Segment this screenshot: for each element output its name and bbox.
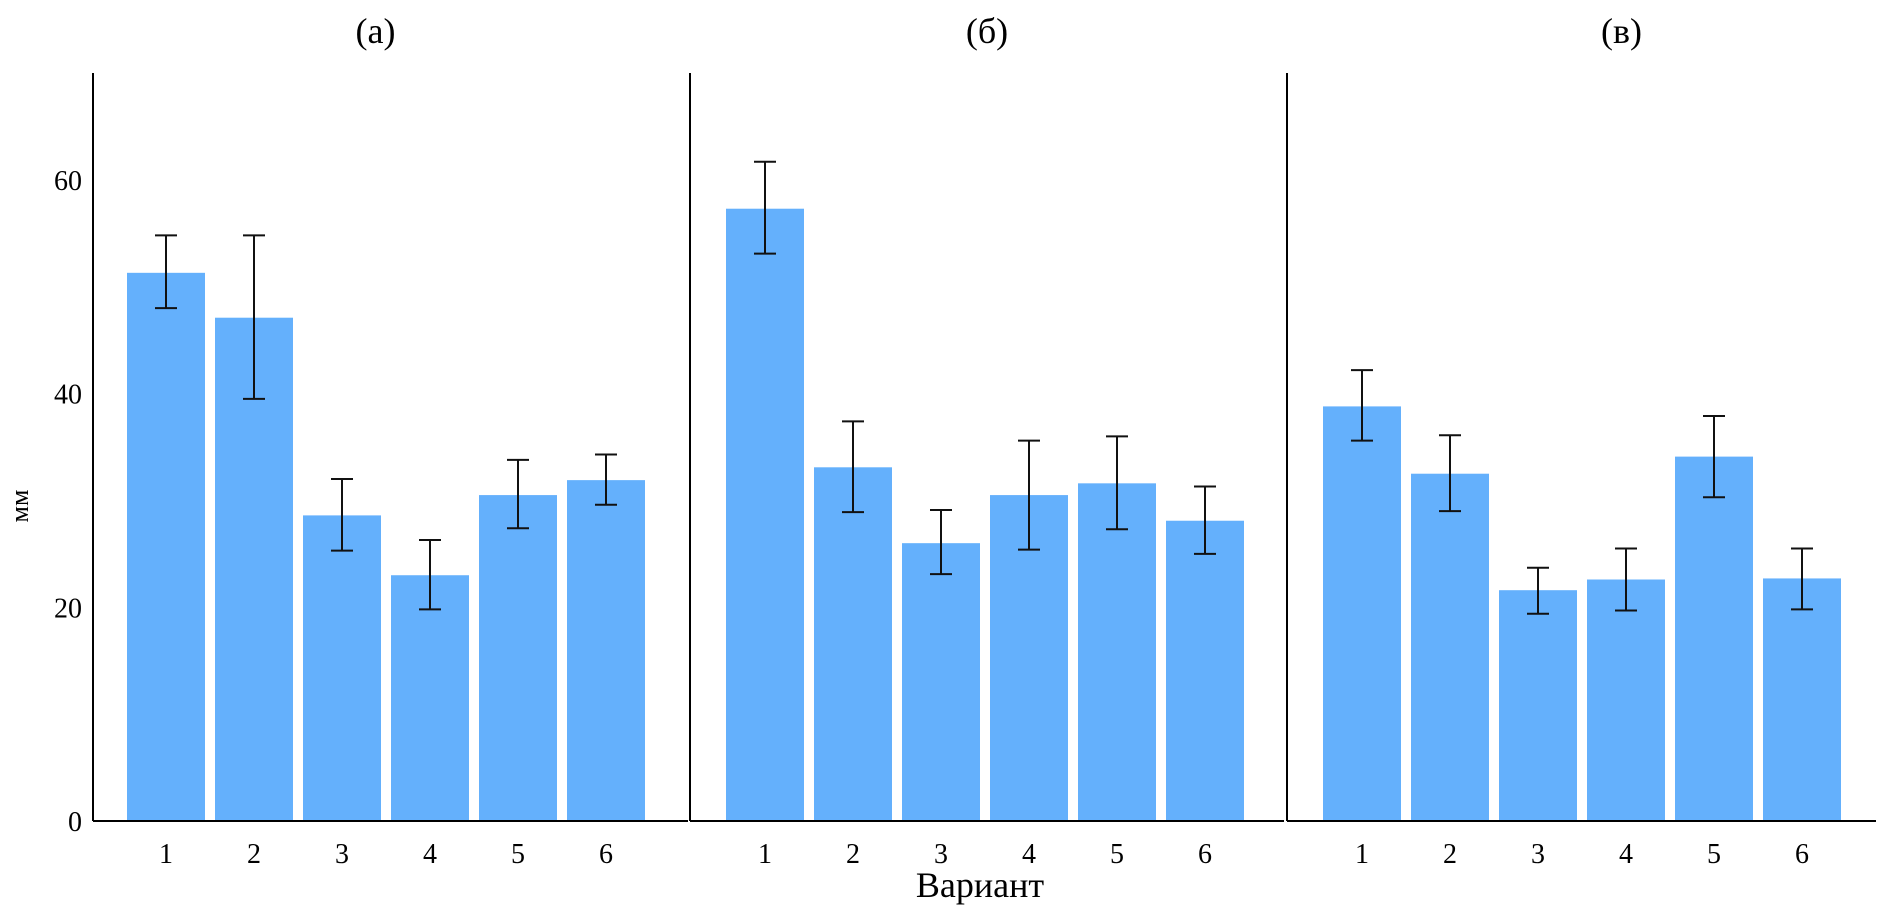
bar (1675, 456, 1753, 821)
x-axis-label: Вариант (916, 865, 1045, 905)
bar (479, 495, 557, 821)
x-tick-label: 5 (511, 839, 525, 870)
bar (1166, 520, 1244, 821)
bar (215, 317, 293, 821)
bar (567, 480, 645, 821)
bar (303, 515, 381, 821)
y-tick-label: 0 (68, 807, 82, 838)
x-tick-label: 4 (1619, 839, 1633, 870)
x-tick-label: 3 (934, 839, 948, 870)
x-tick-label: 3 (1531, 839, 1545, 870)
x-tick-label: 5 (1110, 839, 1124, 870)
x-tick-label: 6 (599, 839, 613, 870)
x-tick-label: 1 (1355, 839, 1369, 870)
x-tick-label: 2 (846, 839, 860, 870)
x-tick-label: 6 (1198, 839, 1212, 870)
bar (1499, 590, 1577, 821)
x-tick-label: 3 (335, 839, 349, 870)
y-tick-label: 40 (54, 380, 82, 411)
x-tick-label: 1 (758, 839, 772, 870)
y-tick-label: 20 (54, 593, 82, 624)
bar (1411, 473, 1489, 821)
panel-title: (а) (356, 11, 396, 51)
panel-title: (б) (966, 11, 1008, 51)
bar (1323, 406, 1401, 821)
panel-title: (в) (1601, 11, 1642, 51)
bar (1763, 578, 1841, 821)
x-tick-label: 2 (1443, 839, 1457, 870)
x-tick-label: 1 (159, 839, 173, 870)
bar (902, 543, 980, 821)
bar (391, 575, 469, 821)
x-tick-label: 5 (1707, 839, 1721, 870)
y-tick-label: 60 (54, 166, 82, 197)
y-axis-label: мм (5, 490, 34, 523)
x-tick-label: 4 (423, 839, 437, 870)
bar (1587, 579, 1665, 821)
bar (127, 272, 205, 821)
bar (814, 467, 892, 821)
x-tick-label: 2 (247, 839, 261, 870)
x-tick-label: 6 (1795, 839, 1809, 870)
bar (726, 208, 804, 822)
x-tick-label: 4 (1022, 839, 1036, 870)
bar (1078, 483, 1156, 821)
